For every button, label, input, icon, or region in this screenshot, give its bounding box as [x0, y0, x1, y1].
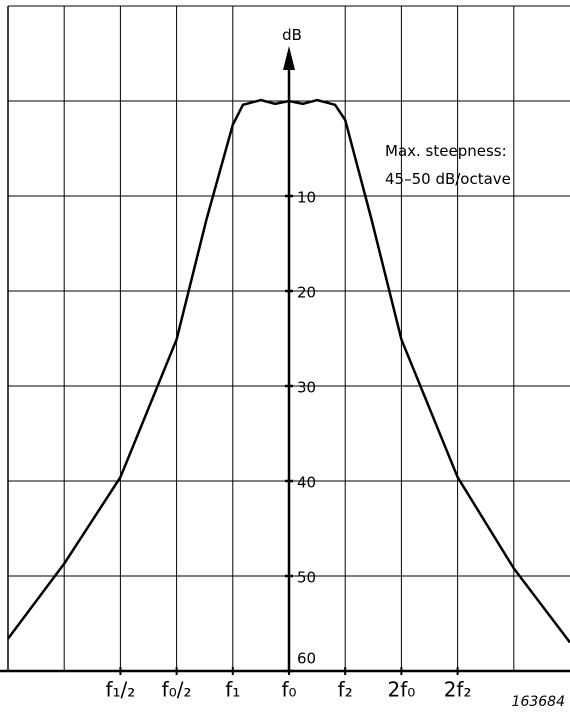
- y-tick-label: 10: [297, 189, 316, 207]
- x-tick-label: 2f₀: [388, 678, 416, 702]
- x-tick-label: 2f₂: [444, 678, 472, 702]
- y-tick-label: 40: [297, 474, 316, 492]
- response-curve: [6, 98, 570, 644]
- y-axis-arrow: [283, 46, 295, 70]
- y-tick-label: 20: [297, 284, 316, 302]
- y-axis-label: dB: [282, 26, 302, 44]
- x-tick-label: f₀: [281, 678, 296, 702]
- annotation: 45–50 dB/octave: [385, 170, 511, 188]
- figure-number: 163684: [512, 694, 565, 710]
- annotation: Max. steepness:: [385, 142, 507, 160]
- x-tick-label: f₁/₂: [105, 678, 135, 702]
- x-tick-label: f₀/₂: [162, 678, 192, 702]
- y-tick-label: 50: [297, 569, 316, 587]
- x-tick-label: f₁: [225, 678, 240, 702]
- y-tick-label: 30: [297, 379, 316, 397]
- x-tick-label: f₂: [338, 678, 353, 702]
- y-tick-label: 60: [297, 650, 316, 668]
